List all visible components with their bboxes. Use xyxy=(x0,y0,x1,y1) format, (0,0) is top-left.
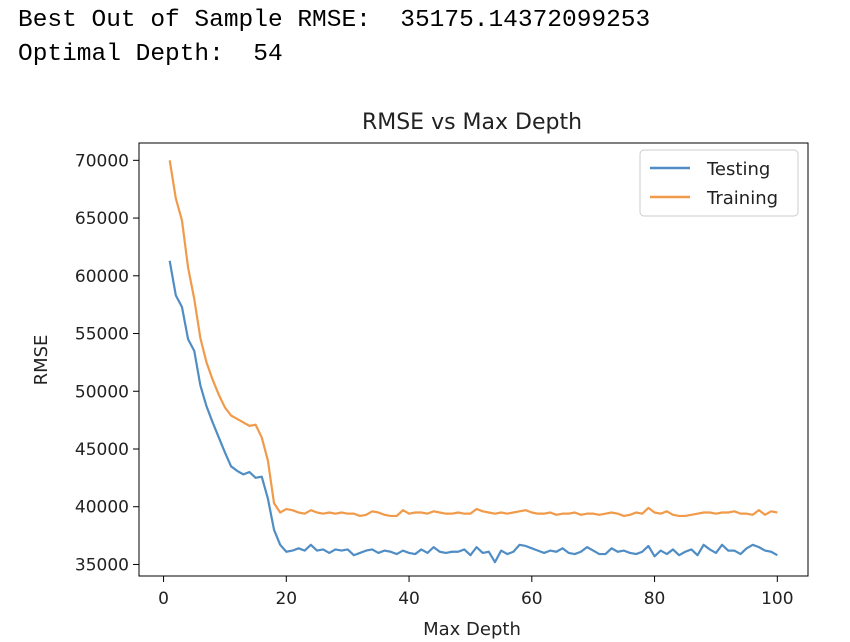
y-tick-label: 50000 xyxy=(75,382,129,402)
optimal-depth-line: Optimal Depth: 54 xyxy=(18,38,650,72)
legend: Testing Training xyxy=(639,149,799,217)
x-tick-label: 40 xyxy=(398,589,420,609)
legend-testing-label: Testing xyxy=(706,159,770,180)
legend-box xyxy=(639,149,799,217)
output-text: Best Out of Sample RMSE: 35175.143720992… xyxy=(18,4,650,72)
y-axis-ticks: 35000 40000 45000 50000 55000 60000 65000 70000 xyxy=(75,151,139,575)
x-tick-label: 20 xyxy=(275,589,297,609)
x-axis-label: Max Depth xyxy=(423,619,521,640)
best-rmse-value: 35175.14372099253 xyxy=(400,7,651,34)
series-line-training xyxy=(168,160,778,518)
y-tick-label: 60000 xyxy=(75,267,129,287)
y-tick-label: 45000 xyxy=(75,440,129,460)
x-tick-label: 60 xyxy=(521,589,543,609)
y-tick-label: 55000 xyxy=(75,325,129,345)
y-axis-label: RMSE xyxy=(31,335,52,386)
y-tick-label: 40000 xyxy=(75,498,129,518)
legend-training-label: Training xyxy=(706,188,778,209)
optimal-depth-label: Optimal Depth: xyxy=(18,41,224,68)
y-tick-label: 65000 xyxy=(75,209,129,229)
optimal-depth-value: 54 xyxy=(253,41,283,68)
x-tick-label: 0 xyxy=(158,589,169,609)
best-rmse-label: Best Out of Sample RMSE: xyxy=(18,7,371,34)
x-tick-label: 100 xyxy=(761,589,793,609)
chart-title: RMSE vs Max Depth xyxy=(362,110,582,135)
plot-frame xyxy=(138,142,809,577)
series-lines xyxy=(168,160,778,564)
best-rmse-line: Best Out of Sample RMSE: 35175.143720992… xyxy=(18,4,650,38)
y-tick-label: 70000 xyxy=(75,151,129,171)
series-line-testing xyxy=(168,260,778,564)
y-tick-label: 35000 xyxy=(75,555,129,575)
x-axis-ticks: 0 20 40 60 80 100 xyxy=(158,576,794,609)
x-tick-label: 80 xyxy=(644,589,666,609)
